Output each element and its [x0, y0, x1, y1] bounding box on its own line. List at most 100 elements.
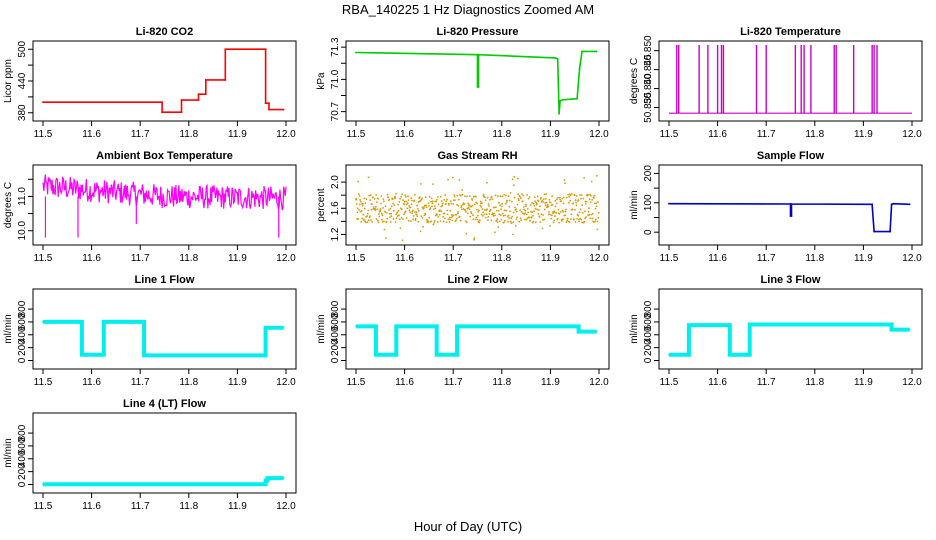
data-point: [561, 98, 564, 101]
data-point: [430, 200, 432, 203]
data-point: [435, 325, 438, 328]
data-point: [485, 213, 488, 216]
data-point: [450, 216, 453, 219]
data-point: [591, 217, 594, 220]
data-point: [456, 194, 459, 197]
data-point: [575, 195, 578, 197]
data-point: [513, 196, 516, 199]
data-point: [403, 200, 406, 203]
x-tick-label: 11.6: [708, 253, 727, 264]
data-point: [420, 198, 423, 201]
data-point: [481, 215, 484, 217]
data-point: [486, 196, 489, 199]
data-point: [465, 232, 468, 235]
data-point: [536, 195, 539, 198]
data-point: [529, 204, 532, 206]
data-point: [596, 220, 599, 223]
data-point: [564, 210, 567, 213]
data-point: [471, 199, 474, 201]
data-point: [367, 219, 370, 222]
data-point: [595, 202, 598, 205]
data-point: [522, 206, 525, 208]
data-point: [456, 325, 458, 328]
x-tick-label: 12.0: [902, 253, 922, 264]
data-point: [392, 209, 395, 212]
data-point: [394, 195, 396, 198]
data-point: [576, 97, 579, 100]
data-point: [534, 207, 537, 210]
data-point: [264, 479, 267, 482]
data-point: [568, 196, 570, 198]
data-point: [526, 207, 529, 210]
data-point: [559, 198, 561, 201]
data-point: [543, 218, 546, 221]
data-point: [497, 209, 500, 212]
data-point: [483, 209, 486, 211]
y-tick-label: 400: [330, 326, 341, 343]
y-tick-label: 200: [643, 165, 654, 182]
data-point: [390, 212, 392, 215]
data-point: [480, 206, 483, 208]
data-point: [417, 221, 419, 223]
data-point: [498, 201, 500, 204]
data-point: [453, 194, 456, 196]
data-point: [546, 203, 549, 206]
data-point: [498, 220, 501, 223]
x-tick-label: 11.8: [492, 129, 511, 140]
y-tick-label: 200: [330, 339, 341, 356]
data-point: [386, 212, 388, 214]
data-point: [496, 209, 498, 212]
data-point: [445, 221, 448, 224]
data-point: [594, 207, 597, 210]
data-point: [511, 215, 514, 218]
data-point: [440, 200, 443, 203]
data-point: [523, 218, 526, 221]
data-point: [264, 48, 267, 51]
data-point: [446, 209, 449, 212]
data-point: [560, 200, 563, 203]
data-point: [264, 354, 267, 357]
data-point: [569, 194, 572, 197]
x-tick-label: 11.6: [82, 377, 101, 388]
data-point: [393, 204, 396, 207]
x-tick-label: 11.6: [82, 253, 101, 264]
data-point: [447, 202, 450, 205]
data-point: [455, 217, 458, 220]
data-point: [536, 208, 539, 211]
data-point: [380, 212, 383, 215]
data-point: [382, 200, 385, 203]
data-point: [574, 221, 577, 223]
data-point: [355, 51, 357, 54]
x-tick-label: 12.0: [589, 377, 609, 388]
data-point: [388, 198, 391, 201]
data-point: [595, 330, 598, 333]
data-point: [575, 201, 577, 204]
data-point: [519, 217, 522, 220]
y-axis-label: percent: [316, 188, 327, 222]
data-point: [573, 194, 576, 197]
data-point: [487, 219, 489, 222]
y-tick-label: 400: [17, 326, 28, 343]
data-point: [570, 213, 573, 216]
data-point: [428, 216, 431, 219]
data-point: [492, 215, 495, 217]
data-point: [448, 216, 451, 219]
data-point: [407, 199, 410, 202]
data-point: [728, 324, 731, 327]
data-point: [385, 221, 388, 223]
data-point: [282, 477, 285, 479]
data-point: [572, 202, 575, 205]
data-point: [360, 221, 363, 223]
data-point: [377, 221, 380, 224]
data-point: [518, 220, 521, 223]
data-point: [566, 219, 568, 222]
data-point: [468, 208, 471, 211]
data-point: [558, 196, 561, 199]
data-point: [398, 214, 400, 217]
data-point: [439, 195, 442, 198]
data-point: [476, 214, 479, 217]
data-point: [420, 183, 422, 185]
figure-title: RBA_140225 1 Hz Diagnostics Zoomed AM: [342, 2, 594, 17]
data-point: [379, 208, 382, 210]
x-tick-label: 11.6: [395, 129, 414, 140]
